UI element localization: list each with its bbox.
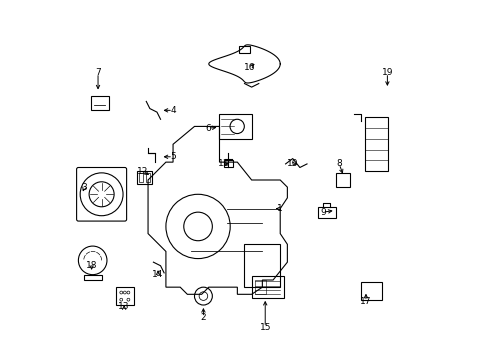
Text: 10: 10 [286,159,298,168]
Bar [239,46,249,53]
Bar [255,280,265,294]
Text: 5: 5 [170,152,176,161]
Bar [219,114,251,139]
Text: 11: 11 [218,159,229,168]
Bar [244,244,280,287]
Bar [83,275,102,280]
Text: 14: 14 [152,270,163,279]
Text: 8: 8 [336,159,341,168]
Bar [116,287,134,305]
Text: 9: 9 [320,208,325,217]
Bar [251,276,283,298]
Text: 13: 13 [118,302,130,311]
Text: 15: 15 [259,323,270,332]
Text: 12: 12 [137,167,148,176]
Bar [317,207,335,217]
Bar [335,173,349,187]
Bar [91,96,108,111]
Text: 17: 17 [360,297,371,306]
Text: 18: 18 [86,261,97,270]
Bar [365,117,387,171]
Bar [139,173,143,182]
Text: 3: 3 [81,183,87,192]
Text: 16: 16 [244,63,255,72]
Bar [137,171,151,184]
Text: 4: 4 [170,106,176,115]
Text: 19: 19 [381,68,392,77]
Bar [224,160,232,167]
Text: 6: 6 [205,124,210,133]
Text: 7: 7 [95,68,101,77]
Text: 1: 1 [277,204,283,213]
Bar [360,282,381,300]
Bar [145,173,149,182]
Text: 2: 2 [200,313,206,322]
